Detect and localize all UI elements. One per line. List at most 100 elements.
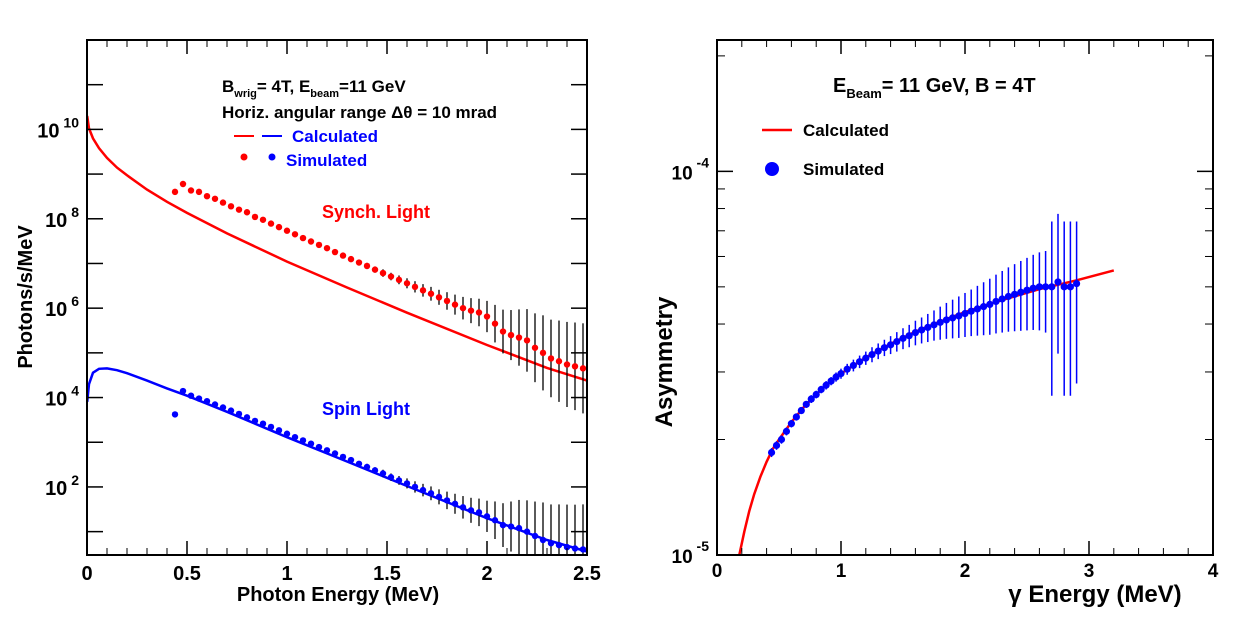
data-point [299,234,307,242]
data-point [986,300,994,309]
data-point [427,290,435,297]
data-point [1060,283,1068,291]
data-point [499,328,507,335]
x-tick-label: 4 [1208,561,1219,582]
left-plot-content [85,115,588,555]
data-point [547,355,555,362]
data-point [1042,283,1050,291]
data-point [195,395,203,402]
data-point [451,500,459,507]
data-point [822,381,830,389]
data-point [515,334,523,341]
data-point [507,331,515,339]
data-point [1054,278,1062,286]
data-point [291,433,299,441]
left-y-axis-label: Photons/s/MeV [15,225,37,369]
data-point [451,301,459,308]
data-point [291,231,299,238]
data-point [267,220,275,227]
data-point [171,411,179,418]
data-point [347,255,355,263]
left-legend-simulated-red-dot [240,153,248,161]
data-point [299,437,307,444]
left-legend: Calculated Simulated [234,127,378,170]
calculated-line-synch [85,115,588,382]
data-point [387,273,395,280]
data-point [467,307,475,314]
left-axis-ticks: 0 0.5 1 1.5 2 2.5 10 2 10 4 10 6 10 8 10 10 [37,39,601,585]
data-point [571,363,579,370]
x-tick-label: 2.5 [573,563,601,585]
data-point [563,361,571,368]
data-point [827,377,835,385]
data-point [1029,284,1037,292]
data-point [339,252,347,259]
data-point [371,467,379,474]
data-point [1004,292,1013,301]
data-point [331,450,339,457]
data-point [187,187,195,194]
data-point [579,546,587,553]
data-point [547,540,555,547]
data-point [787,420,796,428]
data-point [1017,288,1025,296]
data-point [961,309,969,318]
data-point [539,349,547,357]
right-plot-content [738,213,1115,556]
y-tick-label: 10 2 [45,472,79,500]
y-tick-label: 10 -4 [672,154,710,184]
data-point [843,365,851,373]
data-point [315,241,323,249]
right-axis-ticks: 0 1 2 3 4 10 -5 10 -4 [672,40,1219,582]
data-point [331,248,339,256]
x-tick-label: 2 [960,561,971,582]
data-point [179,180,187,188]
right-x-axis-label: γ Energy (MeV) [1008,581,1181,608]
data-point [243,209,251,216]
data-point [817,385,825,394]
data-point [203,397,211,405]
data-point [379,470,387,477]
data-point [874,347,882,355]
data-point [807,395,815,403]
right-chart-title: EBeam= 11 GeV, B = 4T [833,75,1036,101]
data-point [792,413,800,421]
data-point [211,401,219,408]
data-point [924,323,932,331]
y-tick-label: 10 10 [37,114,79,142]
data-point [267,423,275,431]
right-legend: Calculated Simulated [762,121,889,179]
data-point [235,206,243,213]
data-point [856,358,864,366]
data-point [571,545,579,552]
left-plot-frame [86,39,588,556]
data-point [323,244,331,252]
data-point [515,524,523,532]
data-point [395,276,403,284]
data-point [1073,279,1081,288]
data-point [179,387,187,395]
data-point [171,188,179,196]
data-point [187,392,195,399]
data-point [812,390,820,399]
data-point [363,463,371,471]
data-point [523,528,531,535]
data-point [355,460,363,467]
right-legend-calculated-label: Calculated [803,121,889,140]
data-point [1023,286,1031,294]
data-point [483,313,491,320]
x-tick-label: 0 [81,563,92,585]
data-point [491,320,499,327]
data-point [371,266,379,273]
data-point [563,543,571,551]
data-point [435,294,443,301]
data-point [899,334,907,342]
data-point [467,507,475,514]
data-point [767,448,776,457]
left-legend-simulated-blue-dot [268,153,276,161]
data-point [531,344,539,351]
x-tick-label: 3 [1084,561,1095,582]
data-point [980,303,988,311]
data-point [483,513,491,520]
data-point [251,417,259,425]
